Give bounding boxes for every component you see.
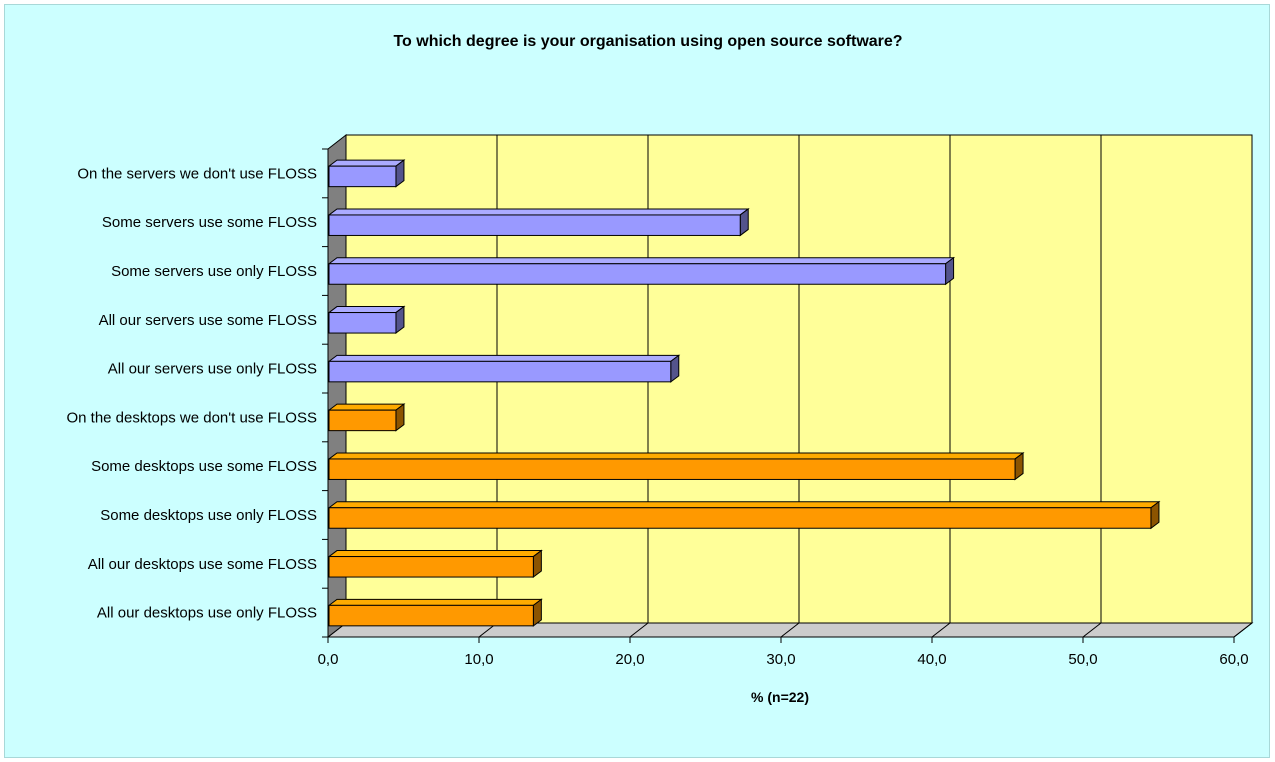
bar-top-face (327, 354, 681, 362)
bar-top-face (327, 501, 1161, 509)
x-tick-label: 20,0 (615, 651, 644, 668)
category-label: Some servers use some FLOSS (102, 214, 317, 231)
bar (328, 458, 1016, 480)
category-label: All our desktops use only FLOSS (97, 605, 317, 622)
bar (328, 214, 741, 236)
x-tick-label: 60,0 (1219, 651, 1248, 668)
category-label: On the servers we don't use FLOSS (77, 165, 317, 182)
category-label: All our servers use only FLOSS (108, 361, 317, 378)
category-label: All our servers use some FLOSS (99, 312, 317, 329)
floor-gridline (1082, 622, 1102, 638)
plot-area: 0,0 10,0 20,0 30,0 40,0 50,0 60,0 On the server… (66, 133, 1254, 668)
category-label: Some desktops use some FLOSS (91, 458, 317, 475)
bar-top-face (327, 452, 1025, 460)
x-axis-title: % (n=22) (751, 689, 809, 705)
floor-gridline (629, 622, 649, 638)
category-label: Some servers use only FLOSS (111, 263, 317, 280)
category-label: On the desktops we don't use FLOSS (66, 409, 317, 426)
chart-frame: To which degree is your organisation usi… (4, 4, 1270, 758)
floor-gridline (931, 622, 951, 638)
floor-gridline (1233, 622, 1253, 638)
x-tick-label: 0,0 (318, 651, 339, 668)
bar-top-face (327, 306, 406, 314)
bar (328, 165, 397, 188)
x-tick-label: 10,0 (464, 651, 493, 668)
floor-gridline (780, 622, 800, 638)
bar-top-face (327, 159, 406, 167)
bar-top-face (327, 550, 543, 558)
x-tick-label: 40,0 (917, 651, 946, 668)
bar (328, 507, 1152, 529)
chart-title: To which degree is your organisation usi… (393, 33, 902, 50)
bar (328, 263, 947, 285)
category-label: All our desktops use some FLOSS (88, 556, 317, 573)
x-tick-label: 30,0 (766, 651, 795, 668)
bar (328, 312, 397, 334)
bar (328, 604, 534, 627)
category-label: Some desktops use only FLOSS (100, 507, 317, 524)
bar-top-face (327, 257, 956, 265)
bar-top-face (327, 208, 750, 216)
x-tick-label: 50,0 (1068, 651, 1097, 668)
bar-chart: To which degree is your organisation usi… (66, 33, 1254, 705)
bar (328, 409, 397, 432)
bar (328, 360, 672, 383)
bar-top-face (327, 598, 543, 606)
bar (328, 556, 534, 578)
bar-top-face (327, 403, 406, 411)
